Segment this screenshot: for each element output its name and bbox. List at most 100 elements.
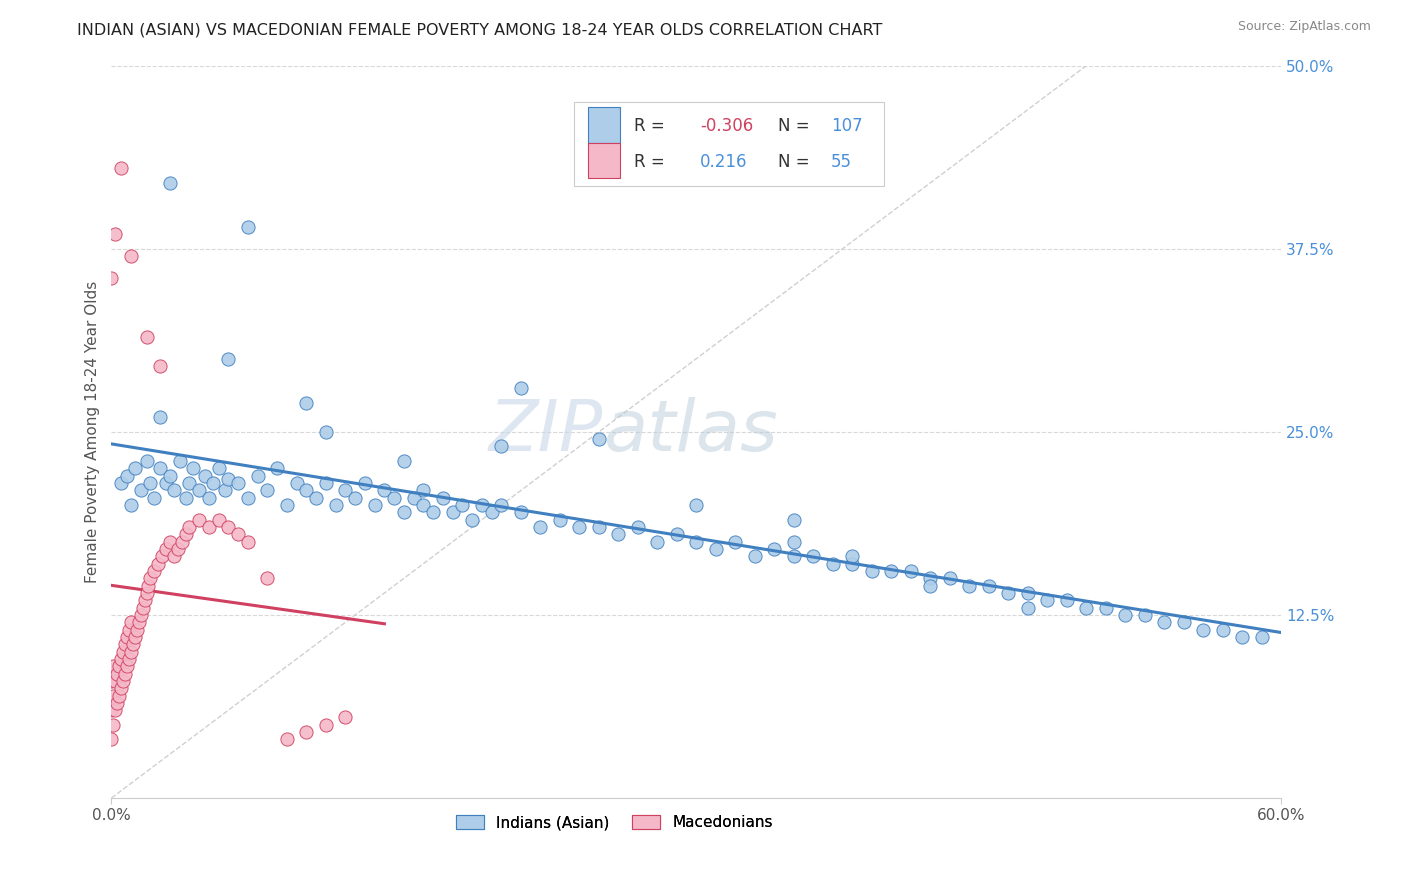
Text: N =: N = (779, 153, 810, 170)
Point (110, 652, 132, 666)
Point (977, 579, 1000, 593)
Point (217, 520, 239, 534)
Point (939, 571, 962, 585)
Point (354, 476, 377, 491)
FancyBboxPatch shape (588, 143, 620, 178)
Point (208, 461, 231, 475)
Point (704, 541, 727, 556)
Point (108, 659, 131, 673)
Point (627, 520, 650, 534)
Point (335, 710, 357, 724)
Point (783, 549, 806, 564)
Text: INDIAN (ASIAN) VS MACEDONIAN FEMALE POVERTY AMONG 18-24 YEAR OLDS CORRELATION CH: INDIAN (ASIAN) VS MACEDONIAN FEMALE POVE… (77, 22, 883, 37)
Point (665, 527, 688, 541)
Point (118, 623, 141, 637)
Point (256, 571, 278, 585)
Point (325, 498, 347, 512)
Text: R =: R = (634, 117, 665, 135)
Point (128, 615, 150, 630)
Point (344, 491, 367, 505)
Point (134, 593, 156, 607)
Point (100, 673, 122, 688)
Point (163, 483, 186, 498)
Point (169, 454, 191, 468)
Text: Source: ZipAtlas.com: Source: ZipAtlas.com (1237, 20, 1371, 33)
Point (276, 732, 298, 747)
Point (179, 520, 201, 534)
Text: ZIP: ZIP (488, 397, 603, 467)
Point (174, 491, 197, 505)
Point (138, 579, 160, 593)
Point (217, 472, 239, 486)
Point (491, 440, 513, 454)
Point (285, 476, 308, 491)
FancyBboxPatch shape (574, 103, 883, 186)
Point (548, 513, 571, 527)
Point (159, 176, 181, 190)
Legend: Indians (Asian), Macedonians: Indians (Asian), Macedonians (449, 807, 780, 838)
Text: R =: R = (634, 153, 665, 170)
Point (155, 476, 177, 491)
Text: -0.306: -0.306 (700, 117, 754, 135)
Point (276, 498, 298, 512)
Point (104, 703, 127, 717)
Point (997, 586, 1019, 600)
Point (135, 454, 157, 468)
Point (181, 461, 204, 475)
Point (821, 557, 844, 571)
Point (188, 483, 211, 498)
Point (1114, 607, 1136, 622)
Point (471, 498, 494, 512)
Point (481, 505, 503, 519)
Point (198, 520, 221, 534)
Point (163, 549, 186, 564)
Text: atlas: atlas (603, 397, 778, 467)
Point (920, 579, 942, 593)
Point (392, 454, 415, 468)
Y-axis label: Female Poverty Among 18-24 Year Olds: Female Poverty Among 18-24 Year Olds (86, 281, 100, 583)
Point (114, 637, 136, 651)
Point (491, 498, 513, 512)
Point (149, 410, 172, 425)
Point (422, 505, 444, 519)
Text: 0.216: 0.216 (700, 153, 748, 170)
Point (103, 659, 125, 673)
Point (159, 468, 181, 483)
Text: 55: 55 (831, 153, 852, 170)
Point (170, 534, 193, 549)
Point (295, 483, 318, 498)
Point (112, 673, 135, 688)
Point (256, 483, 278, 498)
Point (509, 505, 531, 519)
Point (120, 615, 142, 630)
Point (124, 630, 146, 644)
Point (110, 161, 132, 176)
Point (105, 696, 128, 710)
Point (166, 541, 188, 556)
Point (100, 703, 122, 717)
Point (179, 476, 201, 491)
Point (226, 476, 249, 491)
Point (685, 498, 707, 512)
Point (110, 681, 132, 696)
Point (115, 468, 138, 483)
Point (115, 659, 138, 673)
Point (744, 549, 766, 564)
Point (139, 476, 162, 491)
Point (149, 461, 172, 475)
Point (1133, 607, 1156, 622)
Point (103, 718, 125, 732)
Point (100, 271, 122, 285)
Point (108, 689, 131, 703)
Point (363, 498, 385, 512)
Point (208, 513, 231, 527)
Point (1251, 630, 1274, 644)
Point (588, 520, 610, 534)
Point (236, 534, 259, 549)
Point (198, 491, 221, 505)
Point (295, 395, 318, 409)
Point (149, 359, 172, 373)
Point (335, 483, 357, 498)
Point (159, 534, 181, 549)
Point (315, 425, 337, 439)
